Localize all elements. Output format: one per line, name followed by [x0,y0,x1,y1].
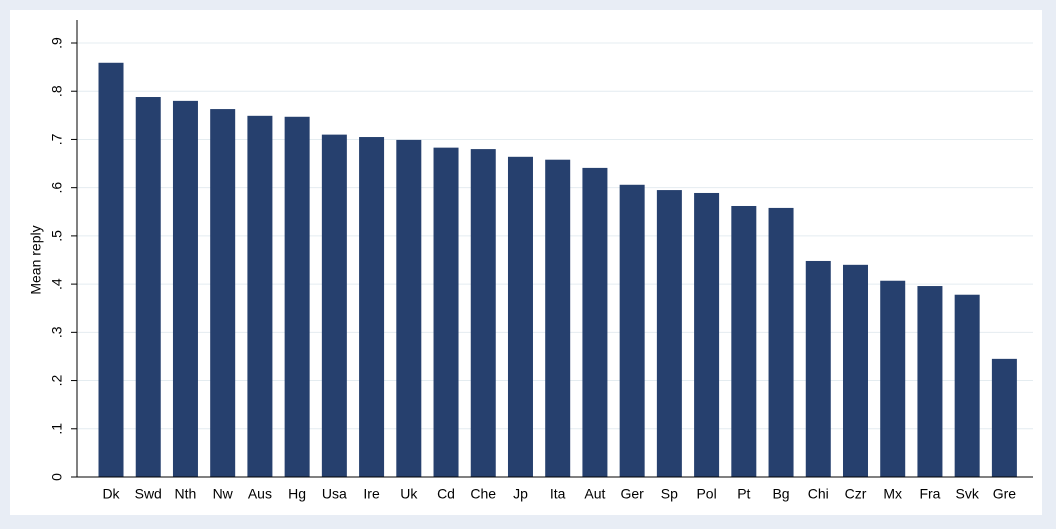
bar [731,205,757,478]
x-tick-label: Mx [883,486,902,502]
y-tick-label: .5 [49,230,65,242]
x-tick-label: Bg [772,486,789,502]
bar [694,192,720,477]
x-tick-label: Ger [620,486,644,502]
y-tick-label: .3 [49,326,65,338]
x-tick-label: Dk [102,486,120,502]
bar [880,280,906,477]
y-axis-label: Mean reply [28,225,44,294]
x-tick-label: Swd [135,486,162,502]
bar [619,184,645,478]
bar [98,62,124,477]
x-tick-label: Jp [513,486,528,502]
y-tick-label: .8 [49,85,65,97]
x-tick-label: Ire [363,486,380,502]
x-tick-label: Sp [661,486,678,502]
bar [656,190,682,478]
bar [433,147,459,478]
bar [507,156,533,477]
bar [284,116,310,477]
y-tick-label: .9 [49,37,65,49]
x-tick-label: Nth [175,486,197,502]
x-tick-label: Usa [322,486,347,502]
bar [805,260,831,477]
x-tick-label: Czr [845,486,867,502]
x-tick-label: Svk [955,486,979,502]
x-tick-label: Aus [248,486,272,502]
y-tick-label: .4 [49,278,65,290]
bar [991,358,1017,477]
bar [545,159,571,477]
bar [247,115,273,477]
x-tick-label: Ita [550,486,566,502]
bar [954,294,980,477]
x-tick-label: Aut [584,486,605,502]
y-tick-label: .6 [49,182,65,194]
y-tick-label: .7 [49,133,65,145]
bar [172,100,198,477]
x-tick-label: Pol [696,486,716,502]
bar [842,264,868,477]
x-tick-label: Hg [288,486,306,502]
bar [582,167,608,477]
bar [321,134,347,477]
x-tick-label: Nw [213,486,234,502]
bar [135,97,161,478]
x-tick-label: Cd [437,486,455,502]
bar [470,149,496,478]
x-tick-label: Fra [919,486,940,502]
bar [210,109,236,477]
x-tick-label: Gre [993,486,1017,502]
y-tick-label: .1 [49,423,65,435]
y-tick-label: .2 [49,375,65,387]
bar [917,286,943,477]
x-tick-label: Uk [400,486,418,502]
x-tick-label: Chi [808,486,829,502]
bar [396,139,422,477]
bar [768,207,794,478]
bar [359,137,385,478]
x-tick-label: Che [470,486,496,502]
y-tick-label: 0 [49,473,65,481]
x-tick-label: Pt [737,486,750,502]
